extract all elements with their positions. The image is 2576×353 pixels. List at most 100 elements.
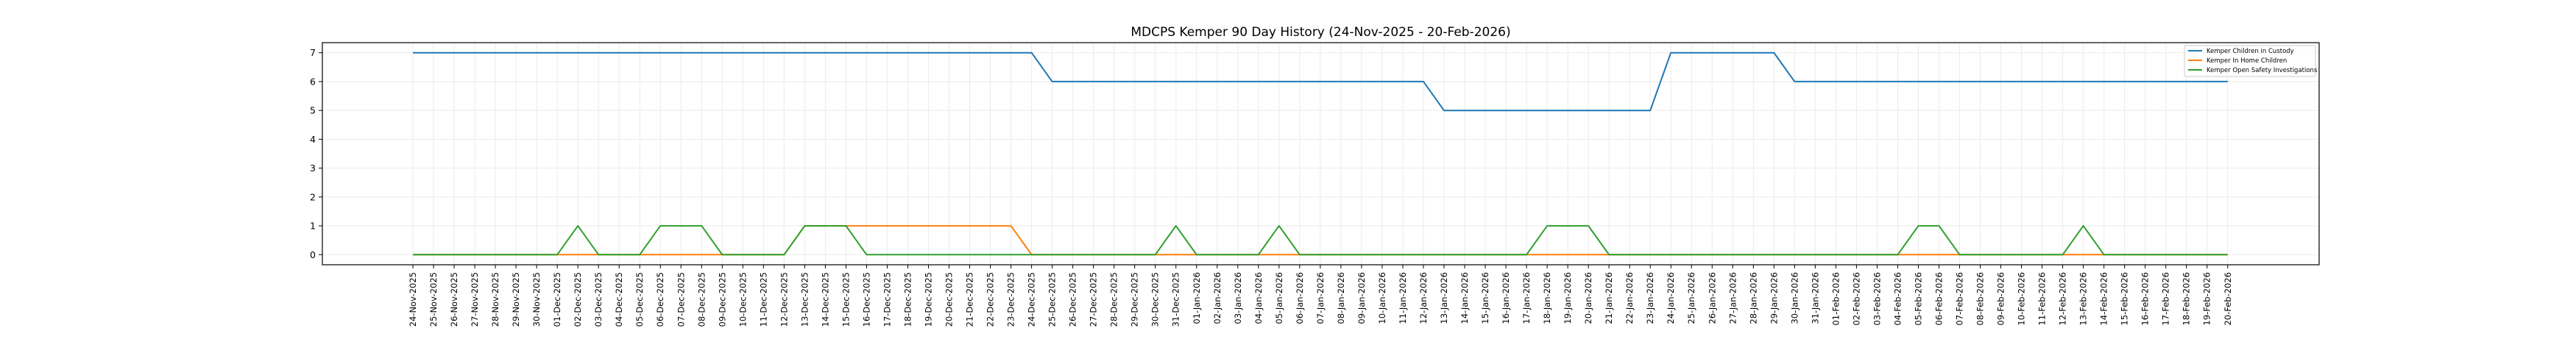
x-tick-label: 12-Dec-2025 — [779, 272, 789, 327]
x-tick-label: 10-Feb-2026 — [2017, 272, 2027, 326]
y-tick-label: 6 — [310, 76, 316, 87]
x-tick-label: 30-Nov-2025 — [531, 272, 542, 327]
x-tick-label: 17-Feb-2026 — [2161, 272, 2171, 326]
x-tick-label: 11-Dec-2025 — [758, 272, 768, 327]
series-line-kemper-children-in-custody — [413, 51, 2228, 112]
chart-title: MDCPS Kemper 90 Day History (24-Nov-2025… — [1130, 25, 1510, 40]
x-tick-label: 02-Dec-2025 — [573, 272, 583, 327]
x-tick-label: 16-Dec-2025 — [861, 272, 871, 327]
x-tick-label: 28-Nov-2025 — [490, 272, 500, 327]
x-tick-label: 16-Jan-2026 — [1501, 272, 1511, 324]
grid — [322, 43, 2319, 265]
x-tick-label: 12-Feb-2026 — [2058, 272, 2068, 326]
x-tick-label: 14-Feb-2026 — [2099, 272, 2109, 326]
x-tick-label: 08-Jan-2026 — [1336, 272, 1346, 324]
x-tick-label: 29-Jan-2026 — [1769, 272, 1779, 324]
y-axis: 0 1 2 3 4 5 6 7 — [310, 47, 322, 260]
x-tick-label: 31-Jan-2026 — [1810, 272, 1820, 324]
x-tick-label: 01-Dec-2025 — [552, 272, 562, 327]
x-tick-label: 18-Dec-2025 — [902, 272, 913, 327]
x-tick-label: 09-Jan-2026 — [1356, 272, 1367, 324]
x-tick-label: 10-Dec-2025 — [737, 272, 748, 327]
x-tick-label: 24-Dec-2025 — [1027, 272, 1037, 327]
x-tick-label: 14-Jan-2026 — [1459, 272, 1470, 324]
x-tick-label: 22-Dec-2025 — [986, 272, 996, 327]
x-tick-label: 21-Dec-2025 — [965, 272, 975, 327]
x-tick-label: 04-Jan-2026 — [1253, 272, 1264, 324]
x-tick-label: 19-Dec-2025 — [924, 272, 934, 327]
x-tick-label: 08-Dec-2025 — [696, 272, 707, 327]
x-tick-label: 20-Jan-2026 — [1583, 272, 1593, 324]
x-tick-label: 20-Dec-2025 — [944, 272, 955, 327]
y-tick-label: 0 — [310, 249, 316, 260]
x-tick-label: 17-Dec-2025 — [882, 272, 892, 327]
x-tick-label: 27-Nov-2025 — [470, 272, 480, 327]
x-tick-label: 02-Feb-2026 — [1851, 272, 1861, 326]
x-tick-label: 06-Jan-2026 — [1295, 272, 1305, 324]
legend-label: Kemper Children in Custody — [2207, 48, 2294, 55]
x-tick-label: 27-Jan-2026 — [1727, 272, 1738, 324]
x-tick-label: 01-Feb-2026 — [1830, 272, 1841, 326]
x-tick-label: 28-Dec-2025 — [1109, 272, 1119, 327]
legend-label: Kemper In Home Children — [2207, 57, 2287, 65]
x-tick-label: 30-Jan-2026 — [1789, 272, 1800, 324]
x-tick-label: 18-Feb-2026 — [2182, 272, 2192, 326]
x-tick-label: 09-Feb-2026 — [1996, 272, 2006, 326]
y-tick-label: 5 — [310, 105, 316, 116]
y-tick-label: 1 — [310, 221, 316, 232]
x-tick-label: 28-Jan-2026 — [1748, 272, 1758, 324]
x-tick-label: 11-Jan-2026 — [1398, 272, 1408, 324]
x-tick-label: 03-Jan-2026 — [1233, 272, 1243, 324]
x-tick-label: 26-Jan-2026 — [1707, 272, 1717, 324]
x-tick-label: 25-Jan-2026 — [1686, 272, 1696, 324]
x-tick-label: 25-Nov-2025 — [428, 272, 439, 327]
x-tick-label: 06-Dec-2025 — [655, 272, 665, 327]
x-tick-label: 11-Feb-2026 — [2037, 272, 2048, 326]
x-tick-label: 22-Jan-2026 — [1624, 272, 1635, 324]
plot-frame — [322, 42, 2320, 265]
x-tick-label: 15-Jan-2026 — [1480, 272, 1490, 324]
x-tick-label: 23-Dec-2025 — [1006, 272, 1016, 327]
x-tick-label: 24-Jan-2026 — [1666, 272, 1676, 324]
x-tick-label: 04-Dec-2025 — [614, 272, 624, 327]
y-tick-label: 3 — [310, 163, 316, 174]
series-lines — [413, 51, 2228, 256]
x-tick-label: 08-Feb-2026 — [1975, 272, 1986, 326]
x-tick-label: 26-Dec-2025 — [1068, 272, 1078, 327]
x-tick-label: 05-Dec-2025 — [634, 272, 645, 327]
x-tick-label: 01-Jan-2026 — [1192, 272, 1202, 324]
x-tick-label: 20-Feb-2026 — [2223, 272, 2233, 326]
x-tick-label: 13-Jan-2026 — [1439, 272, 1449, 324]
x-tick-label: 05-Feb-2026 — [1913, 272, 1923, 326]
y-tick-label: 4 — [310, 134, 316, 145]
x-tick-label: 09-Dec-2025 — [717, 272, 727, 327]
x-tick-label: 07-Jan-2026 — [1315, 272, 1326, 324]
x-tick-label: 21-Jan-2026 — [1604, 272, 1614, 324]
x-tick-label: 27-Dec-2025 — [1089, 272, 1099, 327]
x-tick-label: 02-Jan-2026 — [1212, 272, 1222, 324]
x-tick-label: 03-Feb-2026 — [1872, 272, 1882, 326]
x-tick-label: 16-Feb-2026 — [2140, 272, 2151, 326]
x-tick-label: 31-Dec-2025 — [1171, 272, 1181, 327]
x-tick-label: 10-Jan-2026 — [1377, 272, 1387, 324]
legend-label: Kemper Open Safety Investigations — [2207, 67, 2318, 74]
series-line-kemper-open-safety-investigations — [413, 225, 2228, 256]
x-tick-label: 15-Feb-2026 — [2120, 272, 2130, 326]
x-tick-label: 07-Dec-2025 — [676, 272, 686, 327]
legend: Kemper Children in Custody Kemper In Home… — [2184, 45, 2318, 77]
x-tick-label: 24-Nov-2025 — [408, 272, 418, 327]
x-tick-label: 29-Dec-2025 — [1130, 272, 1140, 327]
x-tick-label: 14-Dec-2025 — [820, 272, 830, 327]
x-tick-label: 13-Dec-2025 — [799, 272, 810, 327]
x-axis: 24-Nov-2025 25-Nov-2025 26-Nov-2025 27-Nov-… — [408, 265, 2233, 327]
x-tick-label: 23-Jan-2026 — [1645, 272, 1655, 324]
x-tick-label: 18-Jan-2026 — [1542, 272, 1552, 324]
x-tick-label: 05-Jan-2026 — [1274, 272, 1284, 324]
x-tick-label: 06-Feb-2026 — [1933, 272, 1944, 326]
x-tick-label: 07-Feb-2026 — [1955, 272, 1965, 326]
x-tick-label: 26-Nov-2025 — [449, 272, 459, 327]
x-tick-label: 03-Dec-2025 — [593, 272, 604, 327]
x-tick-label: 25-Dec-2025 — [1047, 272, 1058, 327]
